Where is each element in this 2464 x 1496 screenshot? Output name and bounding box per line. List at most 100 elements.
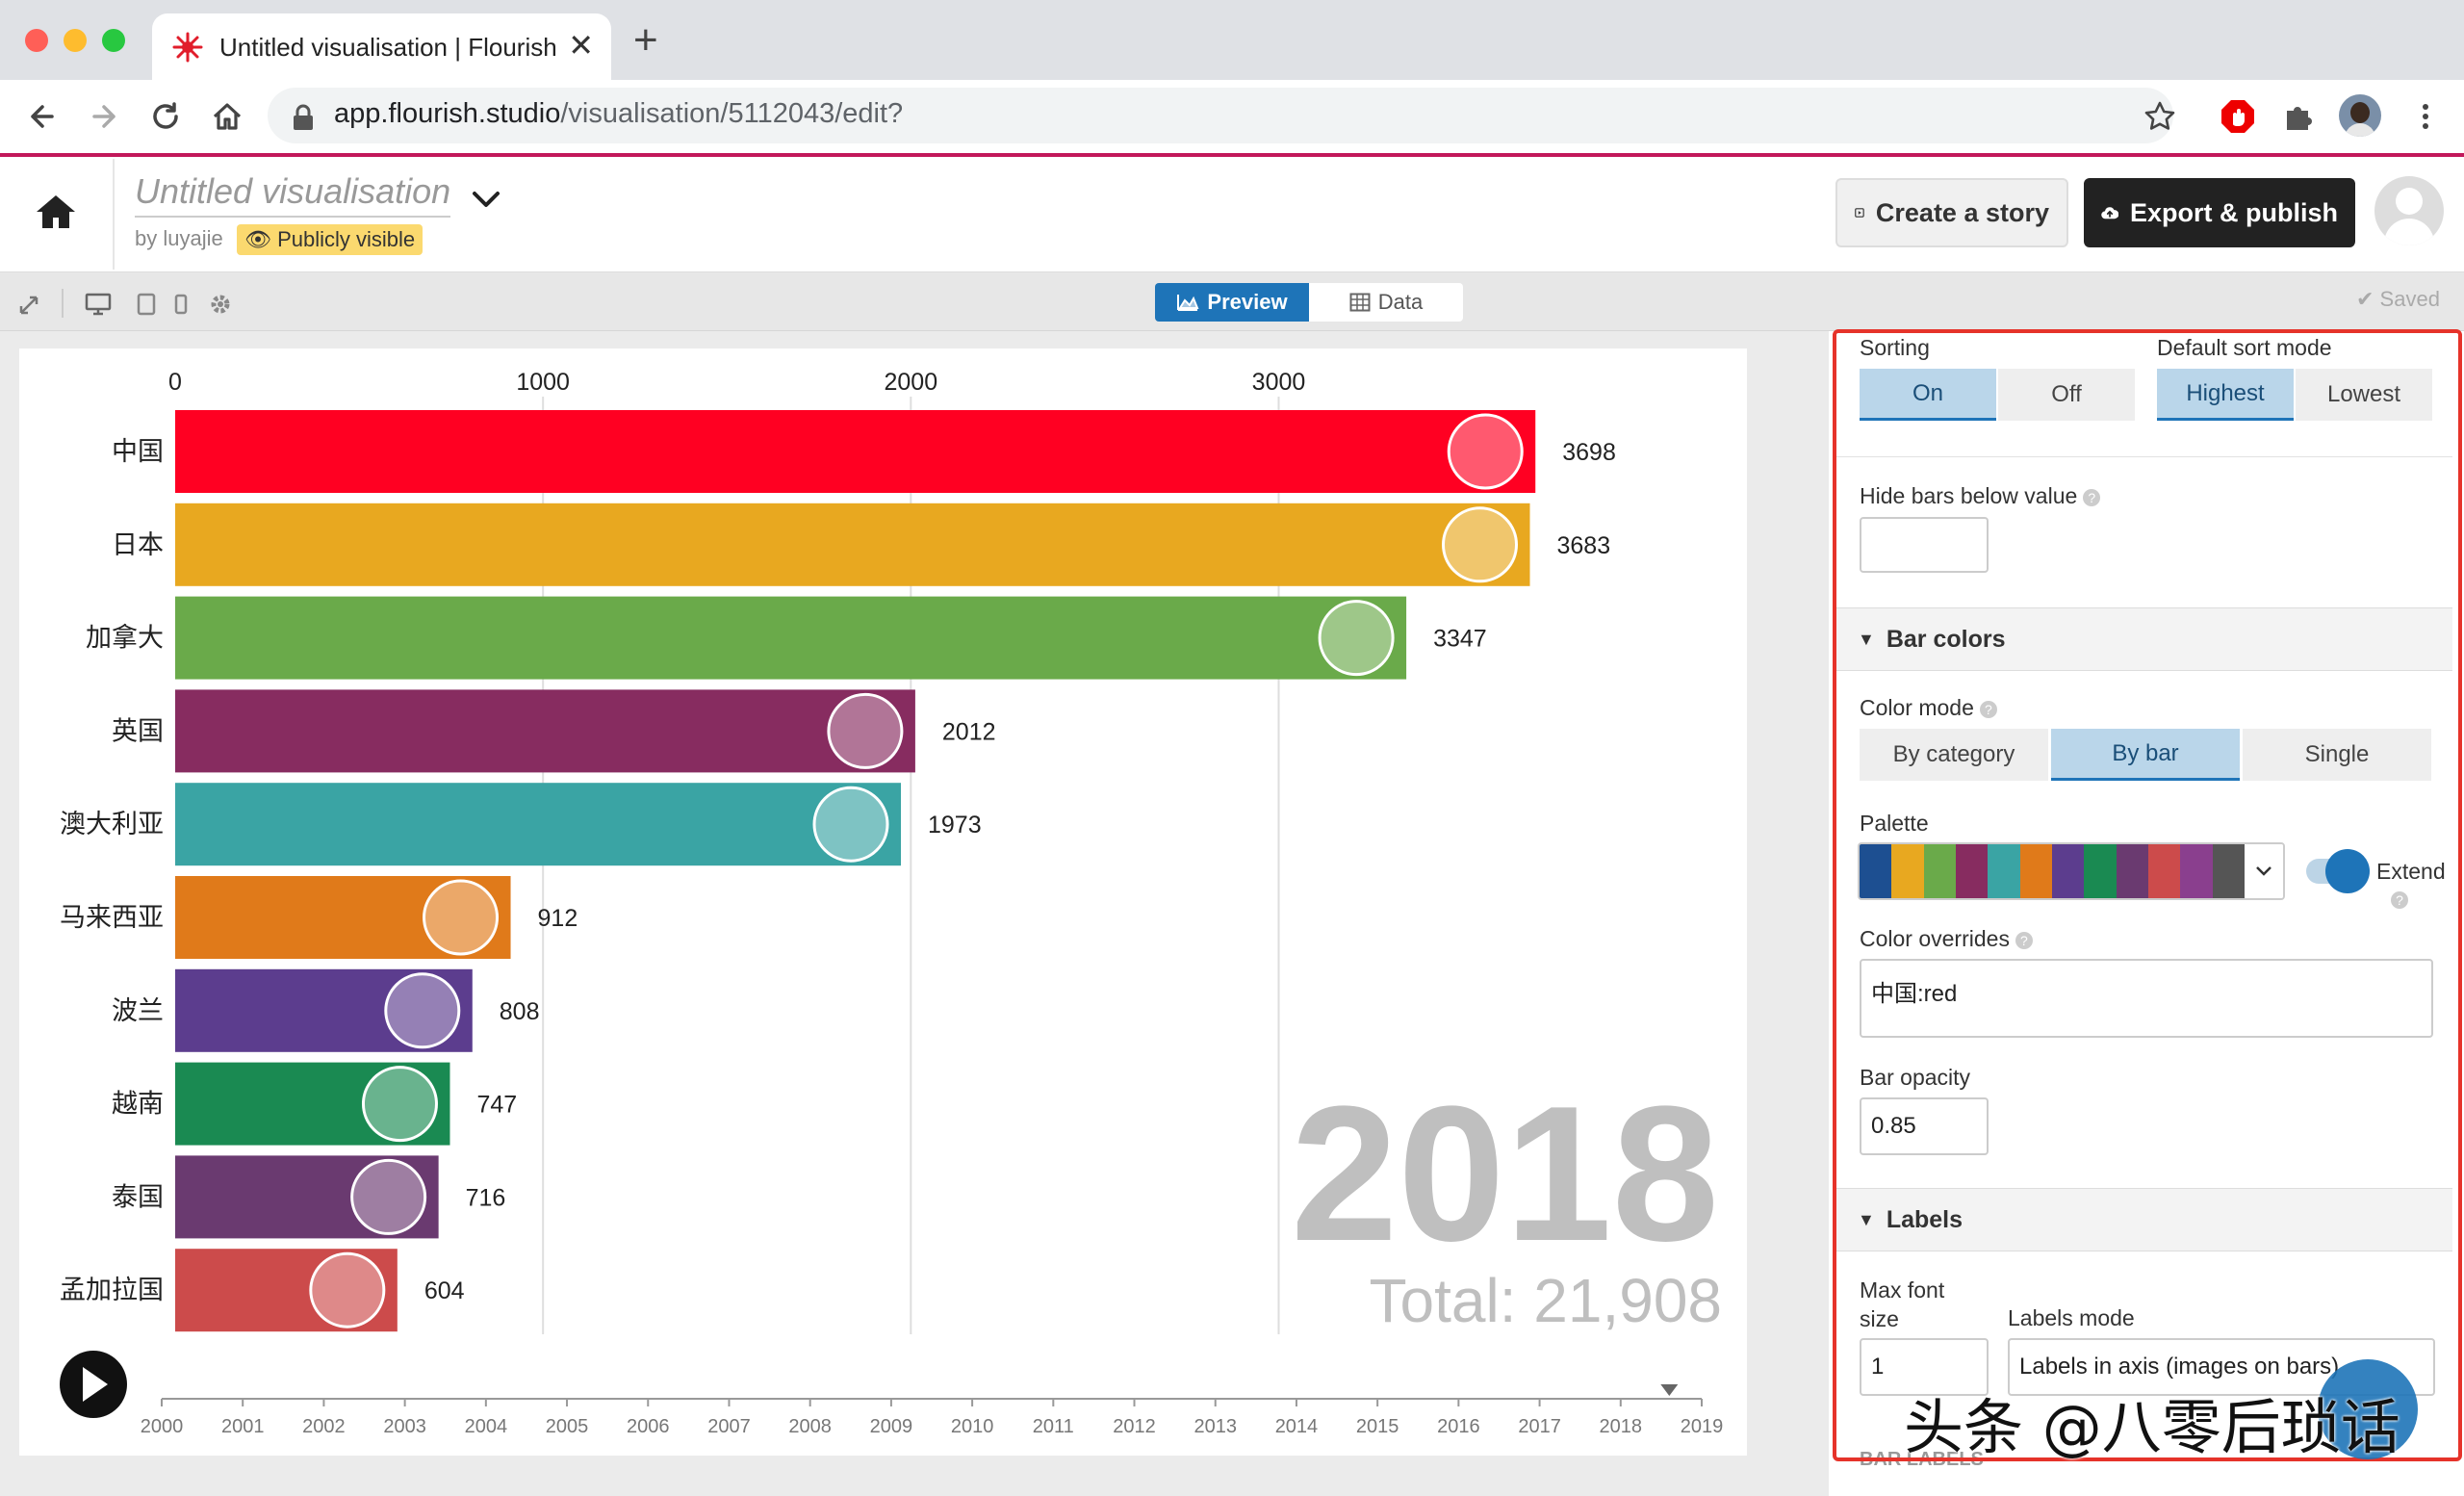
timeline-year-label: 2012 [1113, 1416, 1156, 1437]
home-icon[interactable] [210, 99, 244, 134]
category-label: 波兰 [112, 996, 164, 1026]
palette-swatch [2084, 844, 2117, 898]
help-icon[interactable]: ? [2015, 931, 2033, 949]
value-label: 808 [500, 998, 540, 1025]
reload-icon[interactable] [148, 99, 183, 134]
table-icon [1349, 293, 1371, 312]
back-icon[interactable] [25, 99, 60, 134]
flag-badge [350, 1158, 427, 1235]
lock-icon[interactable] [291, 103, 316, 132]
triangle-down-icon: ▼ [1858, 1209, 1875, 1229]
create-story-button[interactable]: Create a story [1835, 178, 2068, 247]
chat-bubble-icon[interactable] [2318, 1359, 2418, 1459]
timeline-year-label: 2015 [1356, 1416, 1399, 1437]
tab-data[interactable]: Data [1309, 283, 1463, 322]
close-tab-icon[interactable]: ✕ [568, 28, 594, 63]
minimize-window-button[interactable] [64, 29, 87, 52]
palette-swatch [2212, 844, 2245, 898]
x-tick-label: 0 [168, 369, 182, 396]
total-label: Total: 21,908 [1370, 1266, 1723, 1335]
visualisation-title[interactable]: Untitled visualisation [135, 171, 451, 218]
header-divider [113, 159, 115, 270]
color-single-button[interactable]: Single [2243, 729, 2431, 781]
play-icon [83, 1367, 108, 1402]
value-label: 2012 [942, 718, 996, 745]
help-icon[interactable]: ? [2083, 488, 2101, 506]
user-avatar[interactable] [2374, 176, 2444, 245]
sort-lowest-button[interactable]: Lowest [2296, 369, 2432, 421]
flag-badge [812, 786, 889, 863]
flag-badge [827, 692, 904, 769]
timeline-year-label: 2007 [707, 1416, 751, 1437]
bar-colors-section[interactable]: ▼ Bar colors [1836, 607, 2452, 671]
triangle-down-icon: ▼ [1858, 629, 1875, 649]
flourish-favicon-icon [172, 32, 203, 63]
watermark: 头条 @八零后琐话 [1904, 1392, 2400, 1462]
palette-swatch [2116, 844, 2148, 898]
bar [175, 783, 902, 866]
palette-swatch [1860, 844, 1892, 898]
color-by-bar-button[interactable]: By bar [2051, 729, 2240, 781]
bar-opacity-label: Bar opacity [1860, 1065, 1971, 1090]
extend-toggle[interactable] [2306, 849, 2370, 893]
chevron-down-icon[interactable] [470, 187, 502, 212]
palette-swatch [1955, 844, 1989, 898]
color-overrides-textarea[interactable]: 中国:red [1860, 959, 2433, 1038]
settings-icon[interactable] [209, 293, 232, 316]
close-window-button[interactable] [25, 29, 48, 52]
forward-icon[interactable] [87, 99, 121, 134]
labels-section[interactable]: ▼ Labels [1836, 1188, 2452, 1251]
help-icon[interactable]: ? [1979, 700, 1997, 718]
flag-badge [1442, 506, 1519, 583]
star-icon[interactable] [2143, 99, 2177, 134]
bar-opacity-input[interactable]: 0.85 [1860, 1097, 1989, 1155]
home-icon[interactable] [35, 193, 77, 231]
extensions-icon[interactable] [2281, 99, 2316, 134]
palette-swatch [2019, 844, 2052, 898]
timeline-year-label: 2017 [1518, 1416, 1561, 1437]
value-label: 716 [466, 1184, 506, 1211]
flag-badge [1318, 600, 1395, 677]
timeline-year-label: 2006 [627, 1416, 670, 1437]
export-publish-button[interactable]: Export & publish [2084, 178, 2355, 247]
panel-divider [1836, 456, 2452, 457]
adblock-icon[interactable] [2220, 98, 2256, 135]
sorting-off-button[interactable]: Off [1998, 369, 2135, 421]
new-tab-button[interactable]: + [633, 16, 658, 64]
tab-preview[interactable]: Preview [1155, 283, 1309, 322]
play-button[interactable] [60, 1351, 127, 1418]
address-bar[interactable] [268, 88, 2173, 143]
category-label: 马来西亚 [60, 903, 164, 933]
x-tick-label: 1000 [516, 369, 570, 396]
maximize-window-button[interactable] [102, 29, 125, 52]
profile-icon[interactable] [2339, 94, 2381, 137]
menu-icon[interactable] [2408, 99, 2443, 134]
saved-status: ✔ Saved [2356, 287, 2440, 311]
max-font-input[interactable]: 1 [1860, 1338, 1989, 1396]
category-label: 泰国 [112, 1182, 164, 1212]
flag-badge [1447, 413, 1524, 490]
timeline-year-label: 2010 [951, 1416, 994, 1437]
palette-swatch [1891, 844, 1924, 898]
palette-swatch [1923, 844, 1956, 898]
value-label: 747 [476, 1092, 517, 1119]
value-label: 3347 [1433, 626, 1487, 653]
color-by-category-button[interactable]: By category [1860, 729, 2048, 781]
phone-icon[interactable] [174, 294, 188, 315]
browser-tab[interactable]: Untitled visualisation | Flourish ✕ [152, 13, 611, 80]
desktop-icon[interactable] [85, 293, 112, 316]
expand-icon[interactable] [17, 294, 40, 317]
timeline-handle-icon [1660, 1384, 1679, 1396]
sort-highest-button[interactable]: Highest [2157, 369, 2294, 421]
bar [175, 1155, 439, 1239]
visibility-badge[interactable]: 👁 Publicly visible [237, 224, 424, 255]
hide-bars-input[interactable] [1860, 517, 1989, 573]
help-icon[interactable]: ? [2385, 891, 2408, 909]
timeline-year-label: 2004 [465, 1416, 508, 1437]
timeline-year-label: 2002 [302, 1416, 346, 1437]
tablet-icon[interactable] [137, 293, 156, 316]
palette-select[interactable] [1858, 842, 2285, 900]
flag-badge [423, 879, 500, 956]
bar [175, 1062, 450, 1146]
sorting-on-button[interactable]: On [1860, 369, 1996, 421]
